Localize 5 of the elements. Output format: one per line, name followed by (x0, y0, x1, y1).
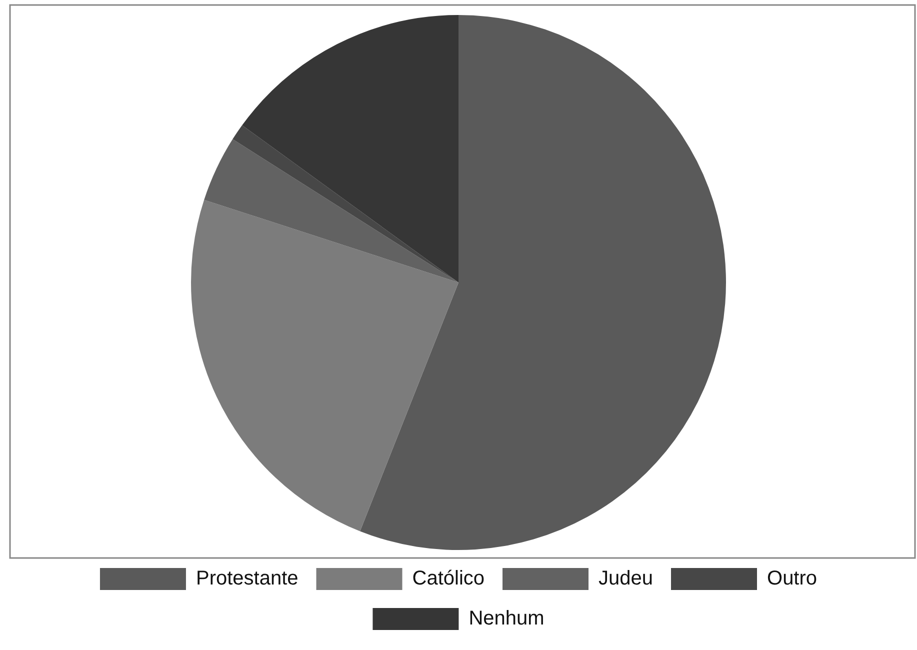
legend-label: Nenhum (468, 608, 544, 630)
legend-label: Judeu (598, 568, 654, 590)
legend-label: Católico (412, 568, 485, 590)
legend-label: Outro (767, 568, 818, 590)
legend-label: Protestante (196, 568, 298, 590)
